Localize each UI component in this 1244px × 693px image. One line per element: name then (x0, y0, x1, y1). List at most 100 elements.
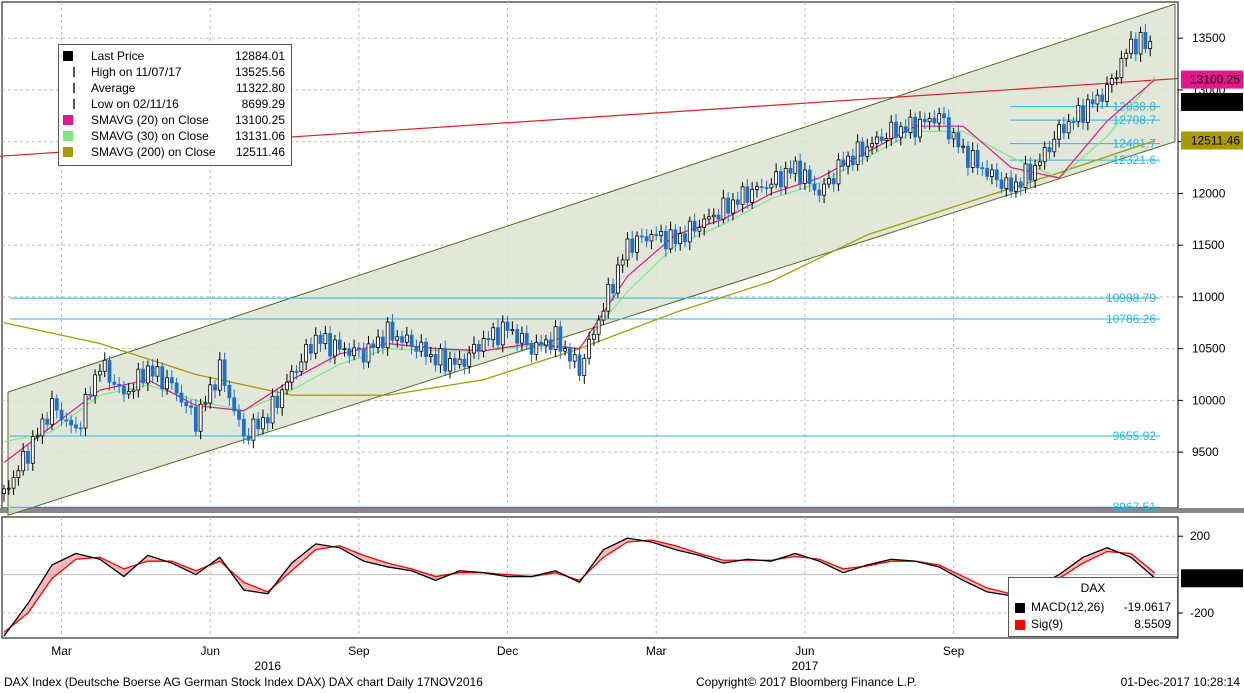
candle-body (630, 238, 635, 253)
candle-body (798, 160, 803, 184)
candle-body (716, 214, 721, 220)
candle-body (726, 197, 731, 214)
candle-body (874, 136, 879, 144)
candle-body (755, 186, 759, 190)
candle-body (865, 146, 870, 157)
candle-body (54, 398, 59, 411)
candle-body (385, 321, 390, 349)
candle-body (184, 401, 189, 407)
candle-body (409, 334, 414, 347)
candle-body (270, 395, 275, 424)
candle-body (352, 347, 356, 357)
footer-right: 01-Dec-2017 10:28:14 (1120, 675, 1240, 689)
candle-body (1105, 84, 1109, 102)
level-label: 12321.6 (1113, 153, 1157, 167)
candle-body (174, 382, 179, 394)
candle-body (946, 117, 951, 140)
candle-body (582, 357, 587, 376)
footer-center: Copyright© 2017 Bloomberg Finance L.P. (696, 675, 917, 689)
candle-body (711, 214, 716, 218)
candle-body (855, 141, 860, 165)
candle-body (783, 167, 788, 188)
candle-body (1061, 124, 1066, 134)
candle-body (769, 183, 774, 189)
candle-body (1129, 38, 1133, 54)
candle-body (232, 397, 237, 412)
candle-body (246, 435, 251, 441)
candle-body (1095, 94, 1100, 105)
candle-body (1076, 105, 1081, 123)
candle-body (98, 370, 102, 376)
candle-body (961, 145, 966, 148)
candle-body (241, 418, 246, 437)
candle-body (889, 121, 894, 139)
candle-body (524, 333, 529, 345)
candle-body (745, 186, 750, 203)
candle-body (1042, 147, 1047, 163)
candle-body (898, 126, 903, 138)
candle-body (932, 117, 937, 124)
low-marker-icon (73, 99, 75, 109)
candle-body (40, 418, 45, 437)
candle-body (121, 385, 126, 395)
candle-body (424, 341, 428, 357)
candle-body (596, 319, 601, 335)
legend-name: Low on 02/11/16 (91, 97, 179, 111)
candle-body (846, 155, 850, 167)
candle-body (812, 183, 817, 191)
candle-body (131, 389, 136, 392)
candle-body (793, 160, 798, 174)
candle-body (1066, 121, 1071, 134)
candle-body (83, 394, 88, 429)
candle-body (942, 113, 946, 119)
legend-swatch (63, 147, 73, 157)
average-marker-icon (73, 83, 75, 93)
candle-body (520, 333, 524, 344)
candle-body (956, 132, 961, 148)
signal-swatch (1015, 620, 1025, 630)
candle-body (213, 384, 217, 391)
candle-body (275, 395, 280, 408)
candle-body (1033, 164, 1038, 181)
legend-name: High on 11/07/17 (91, 65, 182, 79)
candle-body (203, 402, 208, 405)
candle-body (836, 159, 841, 185)
candle-body (35, 435, 40, 438)
candle-body (261, 417, 265, 430)
macd-legend-value: -19.0617 (1123, 600, 1171, 614)
candle-body (515, 329, 520, 344)
candle-body (678, 233, 683, 244)
candle-body (692, 220, 697, 232)
candle-body (1047, 147, 1052, 153)
candle-body (145, 365, 150, 384)
candle-body (2, 488, 6, 494)
candle-body (193, 406, 198, 432)
candle-body (990, 169, 994, 177)
legend-value: 13525.56 (234, 65, 285, 79)
candle-body (779, 171, 783, 188)
candle-body (380, 336, 385, 349)
legend-name: Last Price (91, 49, 145, 63)
legend-row: Average 11322.80 (63, 80, 289, 96)
legend-name: SMAVG (200) on Close (91, 145, 216, 159)
candle-body (548, 339, 553, 351)
candle-body (333, 339, 337, 357)
candle-body (606, 284, 611, 312)
candle-body (620, 259, 625, 266)
candle-body (673, 229, 678, 244)
candle-body (731, 199, 735, 214)
candle-body (356, 347, 361, 350)
candle-body (644, 236, 649, 242)
candle-body (601, 310, 606, 321)
x-tick-label: Mar (51, 644, 72, 658)
candle-body (117, 383, 121, 387)
candle-body (126, 390, 131, 395)
price-value-tag (1181, 131, 1243, 150)
macd-value-tag (1181, 569, 1243, 588)
legend-row: SMAVG (20) on Close 13100.25 (63, 112, 289, 128)
candle-body (803, 169, 807, 184)
legend-value: 12884.01 (234, 49, 285, 63)
legend-name: SMAVG (20) on Close (91, 113, 209, 127)
candle-body (404, 334, 409, 343)
candle-body (683, 233, 687, 243)
